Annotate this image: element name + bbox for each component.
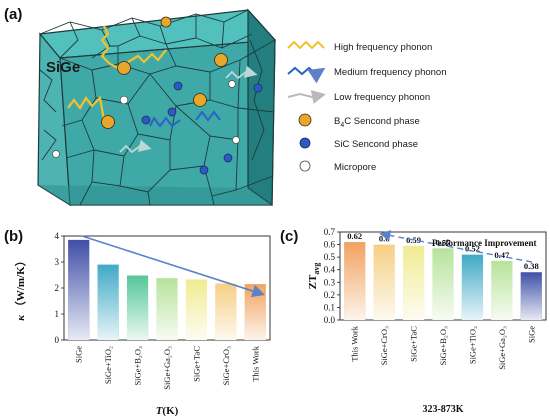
legend-label: B4C Sencond phase bbox=[334, 116, 420, 129]
trend-arrow bbox=[379, 230, 533, 263]
bar-fade bbox=[520, 272, 542, 320]
x-tick-label: SiGe+Ga₂O₃ bbox=[497, 326, 507, 370]
high-frequency-phonon-path bbox=[67, 95, 106, 121]
y-tick-label: 0 bbox=[55, 335, 60, 345]
bar-fade bbox=[344, 242, 366, 320]
trend-arrow bbox=[81, 235, 266, 298]
panel-b-label: (b) bbox=[4, 228, 24, 245]
x-tick-label: SiGe+B₂O₃ bbox=[133, 346, 143, 386]
bar-fade bbox=[432, 248, 454, 320]
high-frequency-wave-icon bbox=[287, 40, 325, 50]
y-tick-label: 0.5 bbox=[324, 252, 336, 262]
x-axis-label: T(K) bbox=[156, 405, 179, 417]
y-tick-label: 2 bbox=[55, 283, 60, 293]
y-tick-label: 0.4 bbox=[324, 265, 336, 275]
sic-particles bbox=[141, 81, 263, 175]
bar-fade bbox=[185, 279, 208, 340]
y-tick-label: 3 bbox=[55, 257, 60, 267]
x-tick-label: SiGe+B₂O₃ bbox=[438, 326, 448, 366]
bar-fade bbox=[244, 284, 266, 340]
sic-circle-icon bbox=[299, 137, 311, 149]
cube-diagram: SiGe bbox=[37, 8, 277, 207]
y-tick-label: 1 bbox=[55, 309, 60, 319]
bar-fade bbox=[68, 239, 90, 340]
legend-label: Micropore bbox=[334, 162, 376, 173]
micropore-circle-icon bbox=[299, 160, 311, 172]
bar-fade bbox=[373, 244, 395, 320]
low-frequency-phonon-path bbox=[119, 139, 152, 154]
cube-side-face bbox=[247, 8, 276, 207]
x-tick-label: SiGe bbox=[74, 346, 84, 363]
y-tick-label: 0.7 bbox=[324, 227, 336, 237]
low-frequency-phonon-path bbox=[225, 65, 258, 80]
micropores bbox=[52, 80, 240, 158]
low-frequency-arrow-icon bbox=[287, 90, 326, 104]
x-tick-label: SiGe+CrO₃ bbox=[221, 346, 231, 385]
data-label: 0.52 bbox=[465, 244, 480, 254]
y-tick-label: 0.2 bbox=[324, 290, 335, 300]
material-label: SiGe bbox=[46, 59, 80, 76]
x-tick-label: SiGe+TaC bbox=[409, 326, 419, 362]
medium-frequency-phonon-path bbox=[195, 110, 221, 122]
medium-frequency-wave-icon bbox=[287, 66, 326, 84]
y-tick-label: 0.0 bbox=[324, 315, 336, 325]
x-tick-label: SiGe+TiO₂ bbox=[103, 346, 113, 384]
grain-boundaries bbox=[39, 9, 276, 206]
b4c-circle-icon bbox=[298, 113, 312, 127]
high-frequency-phonon-path bbox=[127, 49, 167, 64]
data-label: 0.47 bbox=[494, 250, 510, 260]
panel-c-label: (c) bbox=[280, 228, 299, 245]
x-tick-label: SiGe+TiO₂ bbox=[467, 326, 477, 364]
bar-fade bbox=[126, 275, 149, 340]
legend: High frequency phonon Medium frequency p… bbox=[287, 40, 447, 173]
y-tick-label: 0.1 bbox=[324, 302, 335, 312]
bar-fade bbox=[461, 254, 484, 320]
y-tick-label: 0.6 bbox=[324, 240, 336, 250]
high-frequency-phonon-path bbox=[100, 25, 119, 69]
medium-frequency-phonon-path bbox=[149, 116, 181, 128]
x-tick-label: SiGe+CrO₃ bbox=[379, 326, 389, 365]
bar-fade bbox=[402, 245, 425, 320]
bar-fade bbox=[215, 283, 237, 340]
legend-label: Medium frequency phonon bbox=[334, 67, 447, 78]
x-tick-label: SiGe+Ga₂O₃ bbox=[162, 346, 172, 390]
y-axis-label: ZTavg bbox=[307, 263, 321, 290]
x-tick-label: This Work bbox=[250, 345, 260, 382]
data-label: 0.38 bbox=[524, 261, 539, 271]
legend-label: High frequency phonon bbox=[334, 42, 432, 53]
bar-fade bbox=[97, 264, 119, 340]
bar-fade bbox=[156, 278, 178, 340]
x-tick-label: SiGe+TaC bbox=[191, 346, 201, 382]
x-tick-label: SiGe bbox=[526, 326, 536, 343]
data-label: 0.62 bbox=[347, 231, 362, 241]
panel-a-label: (a) bbox=[4, 6, 23, 23]
b4c-particles bbox=[101, 16, 228, 129]
y-tick-label: 4 bbox=[55, 231, 60, 241]
chart-title: Performance Improvement bbox=[432, 238, 537, 248]
x-tick-label: This Work bbox=[350, 325, 360, 362]
legend-label: SiC Sencond phase bbox=[334, 139, 418, 150]
x-axis-label: 323-873K bbox=[422, 404, 463, 415]
bar-fade bbox=[491, 260, 513, 320]
data-label: 0.57 bbox=[436, 237, 452, 247]
legend-label: Low frequency phonon bbox=[334, 92, 430, 103]
y-axis-label: κ （W/m/K） bbox=[14, 255, 27, 320]
chart-b: 0 1 2 3 4 SiGe SiGe+TiO₂ SiGe+B₂O₃ SiGe+Ga₂O₃ SiG… bbox=[14, 231, 271, 417]
y-tick-label: 0.3 bbox=[324, 277, 336, 287]
